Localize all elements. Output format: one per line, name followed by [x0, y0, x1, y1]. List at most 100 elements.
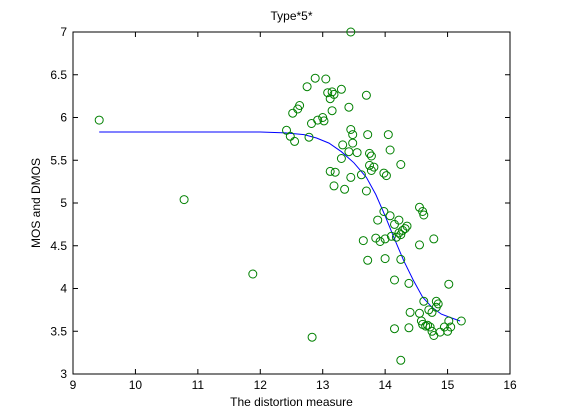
data-point: [404, 278, 414, 288]
x-tick-label: 15: [441, 378, 455, 392]
x-tick-label: 13: [316, 378, 330, 392]
axis-ticks: 9 10 11 12 13 14 15 16 3 3.5 4 4.5 5 5.5 6 6.5 7: [50, 25, 517, 392]
data-point: [352, 148, 362, 158]
data-point: [366, 166, 376, 175]
data-point: [290, 136, 300, 146]
data-point: [346, 172, 356, 182]
data-point: [373, 215, 383, 225]
data-point: [313, 115, 323, 125]
data-point: [358, 236, 368, 246]
data-point: [400, 224, 410, 234]
data-point: [363, 130, 373, 140]
y-tick-label: 5: [60, 196, 67, 210]
data-point: [307, 332, 317, 342]
scatter-points-layer: [94, 27, 466, 365]
data-point: [365, 148, 374, 158]
y-tick-label: 4: [60, 282, 67, 296]
data-point: [425, 322, 435, 332]
data-point: [319, 116, 329, 126]
data-point: [402, 221, 412, 231]
data-point: [338, 140, 348, 150]
data-point: [248, 269, 258, 279]
data-point: [304, 132, 314, 142]
data-point: [323, 88, 333, 98]
y-axis-label: MOS and DMOS: [29, 158, 43, 248]
data-point: [94, 115, 104, 125]
x-tick-label: 11: [192, 378, 205, 392]
data-point: [321, 74, 331, 84]
data-point: [419, 296, 429, 306]
y-tick-label: 3: [60, 367, 67, 381]
data-point: [390, 324, 399, 334]
x-axis-label: The distortion measure: [230, 395, 353, 409]
data-point: [379, 207, 389, 216]
x-tick-label: 12: [254, 378, 268, 392]
data-point: [456, 316, 466, 326]
x-tick-label: 14: [378, 378, 392, 392]
data-point: [361, 186, 371, 196]
x-tick-label: 10: [129, 378, 143, 392]
data-point: [310, 73, 320, 83]
data-point: [443, 326, 453, 336]
data-point: [344, 102, 354, 112]
data-point: [336, 84, 346, 94]
data-point: [295, 101, 305, 110]
data-point: [427, 307, 437, 317]
data-point: [356, 170, 366, 180]
data-point: [365, 160, 374, 170]
data-point: [327, 87, 337, 97]
y-tick-label: 4.5: [50, 239, 67, 253]
data-point: [423, 320, 433, 330]
data-point: [380, 254, 390, 264]
data-point: [179, 195, 189, 205]
data-point: [375, 237, 385, 246]
y-tick-label: 3.5: [50, 324, 67, 338]
data-point: [330, 167, 340, 177]
data-point: [444, 316, 454, 326]
data-point: [404, 323, 414, 333]
data-point: [396, 355, 406, 365]
data-point: [396, 160, 406, 169]
data-point: [383, 130, 393, 140]
data-point: [394, 228, 404, 238]
data-point: [346, 125, 356, 134]
data-point: [361, 90, 371, 100]
data-point: [394, 215, 404, 225]
y-tick-label: 5.5: [50, 153, 67, 167]
y-tick-label: 7: [60, 25, 67, 39]
data-point: [431, 296, 441, 306]
data-point: [346, 27, 356, 37]
data-point: [380, 234, 390, 244]
x-tick-label: 9: [70, 378, 77, 392]
data-point: [390, 275, 399, 285]
data-point: [336, 154, 346, 163]
data-point: [396, 254, 406, 264]
data-point: [379, 168, 389, 178]
data-point: [429, 234, 439, 244]
data-point: [340, 184, 350, 194]
data-point: [381, 171, 391, 181]
data-point: [424, 305, 434, 315]
data-point: [329, 181, 339, 191]
data-point: [396, 230, 406, 240]
data-point: [444, 279, 454, 289]
data-point: [363, 255, 373, 265]
data-point: [386, 231, 396, 241]
data-point: [405, 307, 415, 317]
x-tick-label: 16: [503, 378, 517, 392]
data-point: [302, 82, 312, 92]
data-point: [325, 166, 335, 176]
data-point: [366, 151, 376, 161]
data-point: [419, 210, 429, 220]
data-point: [391, 232, 401, 242]
chart-title: Type*5*: [270, 9, 312, 23]
data-point: [415, 240, 424, 250]
data-point: [327, 106, 337, 116]
data-point: [385, 145, 395, 155]
y-tick-label: 6.5: [50, 68, 67, 82]
plot-area: [72, 31, 511, 375]
data-point: [348, 138, 358, 148]
y-tick-label: 6: [60, 111, 67, 125]
data-point: [329, 89, 339, 99]
